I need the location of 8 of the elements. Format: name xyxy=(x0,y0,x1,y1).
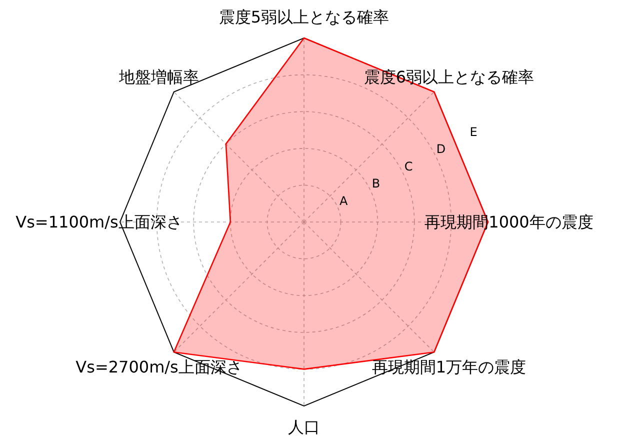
y-tick-label: D xyxy=(436,142,446,156)
y-tick-label: B xyxy=(372,176,380,191)
y-tick-label: C xyxy=(404,159,413,174)
y-tick-label: A xyxy=(339,194,348,208)
spoke-label: 震度5弱以上となる確率 xyxy=(218,8,390,26)
y-tick-label: E xyxy=(470,124,478,139)
spoke-label: 地盤増幅率 xyxy=(118,68,200,87)
spoke-label: 人口 xyxy=(288,418,320,436)
